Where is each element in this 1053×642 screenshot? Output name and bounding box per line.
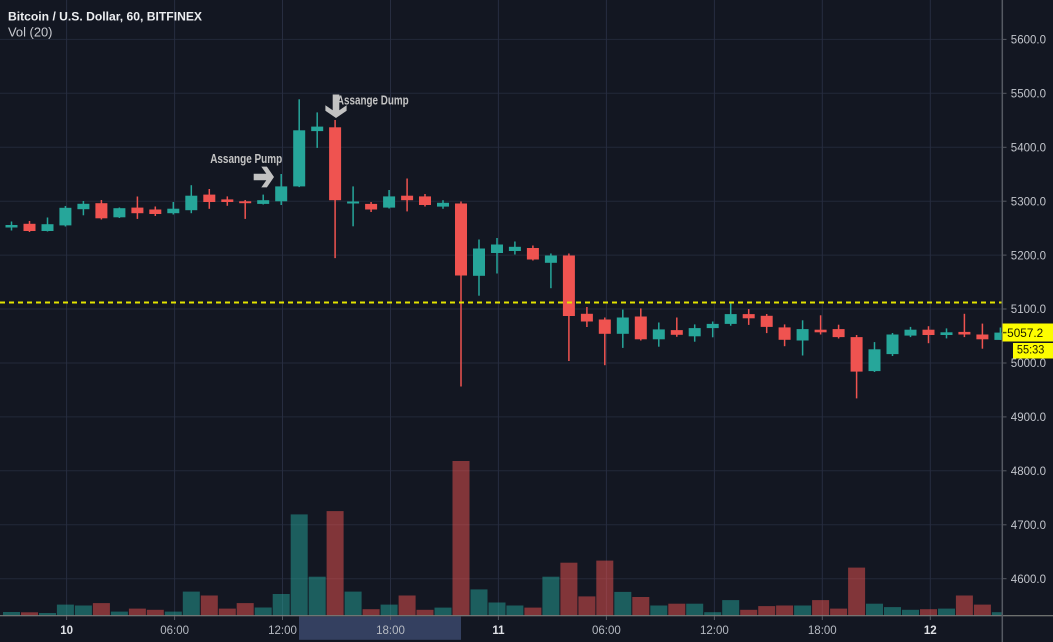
svg-text:5500.0: 5500.0 — [1011, 89, 1046, 101]
svg-text:5100.0: 5100.0 — [1011, 304, 1046, 316]
svg-text:Bitcoin / U.S. Dollar, 60, BIT: Bitcoin / U.S. Dollar, 60, BITFINEX — [8, 9, 203, 23]
svg-text:12:00: 12:00 — [700, 625, 729, 637]
svg-text:Assange Pump: Assange Pump — [210, 152, 282, 166]
svg-text:5300.0: 5300.0 — [1011, 196, 1046, 208]
svg-text:4600.0: 4600.0 — [1011, 574, 1046, 586]
svg-text:06:00: 06:00 — [592, 625, 621, 637]
svg-text:12:00: 12:00 — [268, 625, 297, 637]
svg-text:10: 10 — [60, 625, 73, 637]
svg-text:Vol (20): Vol (20) — [8, 26, 53, 40]
svg-text:4900.0: 4900.0 — [1011, 412, 1046, 424]
svg-text:5400.0: 5400.0 — [1011, 143, 1046, 155]
svg-text:5600.0: 5600.0 — [1011, 35, 1046, 47]
svg-text:18:00: 18:00 — [376, 625, 405, 637]
svg-text:5000.0: 5000.0 — [1011, 358, 1046, 370]
svg-text:4700.0: 4700.0 — [1011, 520, 1046, 532]
svg-text:18:00: 18:00 — [808, 625, 837, 637]
svg-text:12: 12 — [924, 625, 937, 637]
svg-text:06:00: 06:00 — [160, 625, 189, 637]
svg-text:Assange Dump: Assange Dump — [337, 93, 409, 108]
svg-text:11: 11 — [492, 625, 505, 637]
svg-text:4800.0: 4800.0 — [1011, 466, 1046, 478]
svg-text:5057.2: 5057.2 — [1007, 328, 1043, 340]
svg-text:55:33: 55:33 — [1017, 345, 1044, 357]
svg-text:5200.0: 5200.0 — [1011, 250, 1046, 262]
